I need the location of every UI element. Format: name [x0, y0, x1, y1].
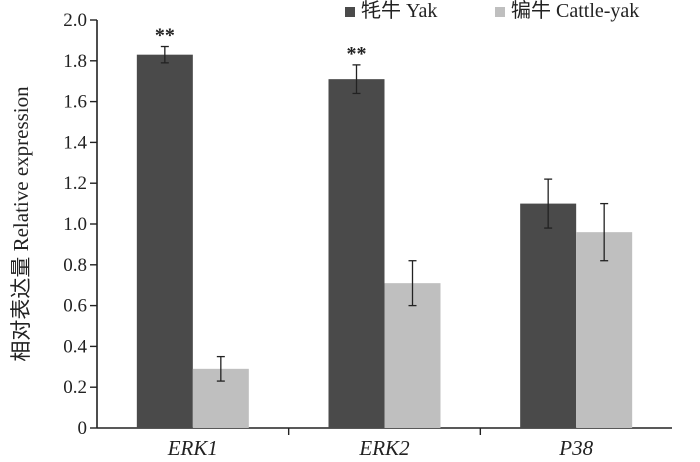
chart-legend: 牦牛 Yak 犏牛 Cattle-yak	[345, 0, 639, 22]
y-tick-label: 1.0	[63, 214, 87, 235]
significance-label: **	[155, 25, 175, 47]
legend-label: 牦牛 Yak	[361, 0, 437, 22]
y-tick-label: 0.4	[63, 336, 87, 357]
chart-error-bars	[160, 45, 609, 382]
y-tick-label: 2.0	[63, 10, 87, 31]
x-tick-label: ERK2	[358, 436, 410, 460]
y-tick-label: 1.4	[63, 132, 87, 153]
significance-label: **	[347, 43, 367, 65]
bar	[136, 54, 193, 429]
y-tick-label: 0.2	[63, 377, 87, 398]
y-tick-label: 1.6	[63, 92, 87, 113]
y-tick-label: 0.6	[63, 296, 87, 317]
chart-labels: 0 0.2 0.4 0.6 0.8 1.0 1.2 1.4 1.6 1.8 2.0 ERK1 ** ERK…	[63, 10, 593, 460]
y-axis-title: 相对表达量 Relative expression	[9, 86, 33, 362]
y-tick-label: 1.2	[63, 173, 87, 194]
bar	[520, 203, 577, 428]
legend-label: 犏牛 Cattle-yak	[511, 0, 639, 22]
chart-bars	[136, 54, 633, 429]
legend-swatch	[345, 7, 355, 17]
bar	[576, 232, 633, 428]
bar	[328, 79, 385, 428]
y-tick-label: 0	[78, 418, 88, 439]
y-tick-label: 0.8	[63, 255, 87, 276]
y-tick-label: 1.8	[63, 51, 87, 72]
legend-swatch	[495, 7, 505, 17]
x-tick-label: P38	[558, 436, 593, 460]
bar	[384, 283, 441, 428]
x-tick-label: ERK1	[167, 436, 218, 460]
